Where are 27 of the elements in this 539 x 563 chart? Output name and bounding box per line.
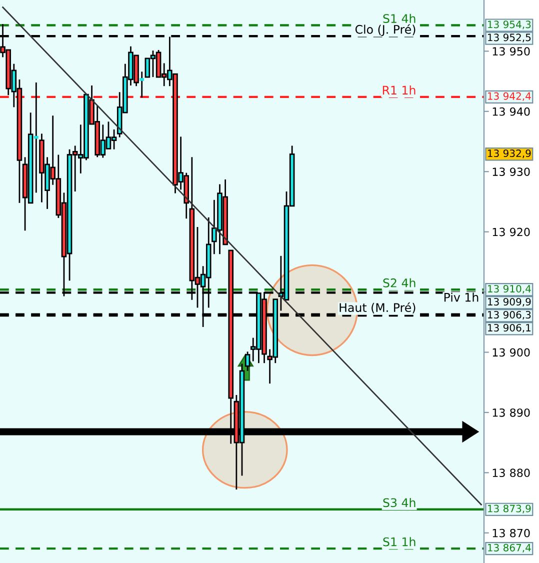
text: 13 942,4 (488, 92, 531, 101)
text: 13 954,3 (488, 20, 531, 30)
y-tick-label: 13 900 (492, 348, 530, 357)
y-tick-label: 13 920 (492, 228, 530, 236)
ref-line-label: R1 1h (382, 86, 416, 94)
y-tick-label: 13 890 (492, 408, 530, 417)
y-tick-label: 13 940 (492, 107, 530, 116)
y-tick-label: 13 880 (492, 468, 530, 478)
ref-line-label: S1 4h (383, 14, 416, 24)
text: 13 906,3 (488, 310, 531, 320)
ref-line-label: S3 4h (383, 498, 416, 508)
ref-line-label: S1 1h (383, 537, 416, 546)
y-tick-label: 13 870 (492, 528, 530, 538)
text: 13 867,4 (488, 544, 531, 552)
ref-line-label: Haut (M. Pré) (340, 302, 416, 314)
ref-line-label: S2 4h (383, 278, 416, 288)
text: 13 952,5 (488, 34, 531, 42)
y-tick-label: 13 950 (492, 47, 530, 56)
text: 13 906,1 (488, 324, 531, 333)
text: 13 932,9 (488, 149, 531, 158)
candlestick (244, 350, 250, 372)
ref-line-label: Piv 1h (444, 292, 478, 302)
text: 13 873,9 (488, 504, 531, 514)
ref-line-label: Clo (J. Pré) (355, 24, 416, 36)
y-tick-label: 13 930 (492, 168, 530, 176)
text: 13 909,9 (488, 298, 531, 307)
text: 13 910,4 (488, 284, 531, 294)
